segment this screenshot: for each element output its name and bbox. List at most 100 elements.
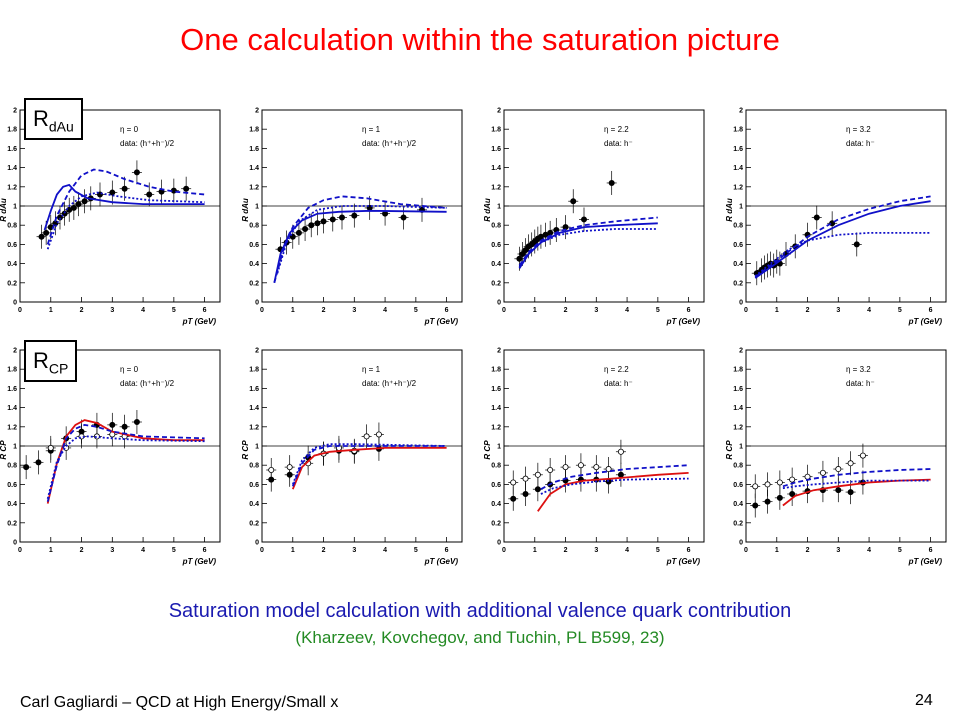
data-point	[534, 486, 541, 493]
y-tick-label: 0.4	[733, 501, 743, 508]
y-tick-label: 1.8	[491, 127, 501, 134]
y-tick-label: 0.6	[249, 482, 259, 489]
data-point	[35, 459, 42, 466]
data-label: data: h⁻	[604, 139, 633, 148]
x-tick-label: 6	[687, 307, 691, 314]
y-tick-label: 1.2	[491, 424, 501, 431]
x-axis-label: pT (GeV)	[908, 317, 943, 326]
data-point	[351, 212, 358, 219]
chart-panel-4: 0 0.2 0.4 0.6 0.8 1 1.2 1.4 1.6 1.8 2 0 1 2 3 4 5 6 pT (Ge…	[0, 348, 221, 566]
curve-blue-dashed	[518, 216, 658, 267]
y-tick-label: 1.4	[733, 165, 743, 172]
data-label: data: (h⁺+h⁻)/2	[362, 379, 417, 388]
panel-label: η = 1	[362, 125, 381, 134]
x-tick-label: 6	[445, 307, 449, 314]
y-tick-label: 1.8	[491, 367, 501, 374]
row-label-rcp-sub: CP	[48, 360, 69, 377]
x-tick-label: 3	[352, 547, 356, 554]
y-tick-label: 0	[255, 300, 259, 307]
y-tick-label: 1.4	[733, 405, 743, 412]
x-tick-label: 4	[625, 307, 629, 314]
data-point	[302, 226, 309, 233]
y-tick-label: 1.8	[733, 367, 743, 374]
curve-blue-solid	[273, 209, 447, 283]
panel-label: η = 0	[120, 125, 139, 134]
row-label-rdau-main: R	[33, 106, 49, 131]
row-label-rdau: RdAu	[24, 98, 83, 140]
data-label: data: h⁻	[604, 379, 633, 388]
curve-red-solid	[46, 419, 205, 504]
y-axis-label: R CP	[725, 440, 734, 460]
x-tick-label: 1	[291, 547, 295, 554]
y-tick-label: 2	[255, 348, 259, 355]
curve-red-solid	[782, 478, 931, 507]
data-point-open	[363, 433, 370, 440]
data-point	[183, 185, 190, 192]
x-tick-label: 6	[445, 547, 449, 554]
y-tick-label: 1	[13, 444, 17, 451]
x-tick-label: 3	[836, 307, 840, 314]
data-point-open	[804, 473, 811, 480]
y-tick-label: 0.2	[491, 280, 501, 287]
chart-panel-2: 0 0.2 0.4 0.6 0.8 1 1.2 1.4 1.6 1.8 2 0 1 2 3 4 5 6 pT (Ge…	[483, 108, 705, 326]
x-tick-label: 5	[656, 307, 660, 314]
data-point-open	[789, 476, 796, 483]
y-tick-label: 0.6	[491, 482, 501, 489]
curve-blue-dotted	[754, 232, 931, 277]
y-tick-label: 1.8	[7, 367, 17, 374]
data-point-open	[47, 444, 54, 451]
data-point	[75, 201, 82, 208]
data-point	[133, 169, 140, 176]
y-tick-label: 0.4	[491, 261, 501, 268]
data-point	[519, 250, 526, 257]
x-tick-label: 4	[867, 547, 871, 554]
x-tick-label: 0	[260, 307, 264, 314]
y-tick-label: 0.6	[7, 482, 17, 489]
y-tick-label: 0.8	[7, 463, 17, 470]
x-tick-label: 2	[80, 547, 84, 554]
y-tick-label: 1.6	[491, 146, 501, 153]
panel-label: η = 2.2	[604, 365, 629, 374]
x-tick-label: 1	[533, 547, 537, 554]
data-point-open	[835, 466, 842, 473]
data-point-open	[547, 466, 554, 473]
data-point	[608, 179, 615, 186]
y-tick-label: 1.4	[7, 405, 17, 412]
curve-blue-dotted	[291, 443, 447, 485]
curve-blue-dashed	[46, 168, 205, 245]
data-point-open	[268, 466, 275, 473]
y-tick-label: 0.8	[7, 223, 17, 230]
y-tick-label: 1.6	[491, 386, 501, 393]
y-tick-label: 1.2	[733, 424, 743, 431]
curve-blue-dotted	[540, 477, 689, 495]
chart-panel-5: 0 0.2 0.4 0.6 0.8 1 1.2 1.4 1.6 1.8 2 0 1 2 3 4 5 6 pT (Ge…	[241, 348, 463, 566]
x-tick-label: 0	[18, 547, 22, 554]
x-tick-label: 4	[625, 547, 629, 554]
y-tick-label: 0.4	[491, 501, 501, 508]
x-tick-label: 3	[594, 547, 598, 554]
caption-main: Saturation model calculation with additi…	[168, 600, 792, 622]
y-tick-label: 1.8	[7, 127, 17, 134]
data-point	[320, 218, 327, 225]
y-tick-label: 0.8	[249, 223, 259, 230]
data-point	[547, 229, 554, 236]
y-tick-label: 0.6	[249, 242, 259, 249]
x-tick-label: 2	[806, 307, 810, 314]
y-tick-label: 1.6	[7, 386, 17, 393]
x-tick-label: 2	[564, 547, 568, 554]
y-tick-label: 1.2	[249, 424, 259, 431]
x-tick-label: 2	[80, 307, 84, 314]
y-tick-label: 0.6	[491, 242, 501, 249]
row-label-rcp: RCP	[24, 340, 78, 382]
footer-author: Carl Gagliardi – QCD at High Energy/Smal…	[20, 694, 339, 711]
curve-blue-dotted	[276, 205, 447, 274]
data-label: data: (h⁺+h⁻)/2	[120, 139, 175, 148]
y-tick-label: 1.4	[491, 405, 501, 412]
x-axis-label: pT (GeV)	[424, 557, 459, 566]
data-point	[400, 214, 407, 221]
data-point	[581, 216, 588, 223]
y-tick-label: 0.8	[491, 463, 501, 470]
data-point-open	[764, 481, 771, 488]
x-tick-label: 0	[260, 547, 264, 554]
curve-blue-dotted	[518, 228, 658, 268]
